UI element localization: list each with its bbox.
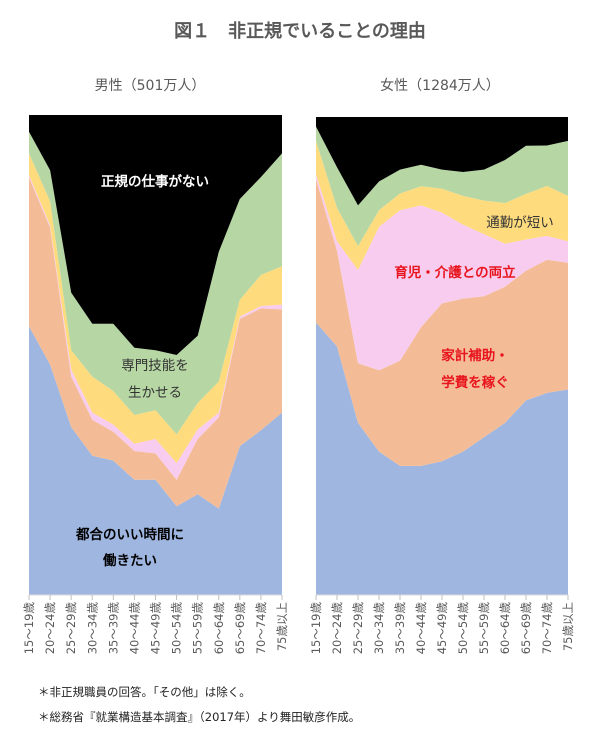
chart-title: 図１ 非正規でいることの理由 bbox=[174, 20, 426, 42]
male-area-green bbox=[29, 131, 282, 435]
male-label-skills-line2: 生かせる bbox=[128, 385, 182, 401]
female-x-tick-label: 40～44歳 bbox=[414, 602, 428, 655]
female-x-tick-label: 65～69歳 bbox=[519, 602, 533, 655]
male-area-yellow bbox=[29, 153, 282, 463]
male-label-skills-line1: 専門技能を bbox=[121, 358, 189, 374]
male-x-tick-label: 45～49歳 bbox=[149, 602, 163, 655]
male-area-black bbox=[29, 115, 282, 355]
footnote-1: ＊非正規職員の回答。「その他」は除く。 bbox=[38, 685, 251, 699]
female-x-tick-label: 55～59歳 bbox=[477, 602, 491, 655]
male-x-tick-label: 60～64歳 bbox=[212, 602, 226, 655]
female-label-short-commute: 通勤が短い bbox=[486, 215, 554, 231]
male-x-tick-label: 55～59歳 bbox=[191, 602, 205, 655]
female-label-household-line1: 家計補助・ bbox=[441, 347, 509, 364]
male-label-no-regular-job: 正規の仕事がない bbox=[101, 173, 209, 190]
male-label-convenient-time-line1: 都合のいい時間に bbox=[75, 526, 184, 543]
male-x-tick-label: 35～39歳 bbox=[106, 602, 120, 655]
male-x-tick-label: 50～54歳 bbox=[170, 602, 184, 655]
male-chart-title: 男性（501万人） bbox=[95, 78, 206, 94]
male-x-tick-label: 15～19歳 bbox=[22, 602, 36, 655]
female-area-pink bbox=[316, 174, 568, 371]
footnote-2: ＊総務省『就業構造基本調査』（2017年）より舞田敏彦作成。 bbox=[38, 710, 360, 724]
female-area-blue bbox=[316, 322, 568, 595]
female-x-tick-label: 45～49歳 bbox=[435, 602, 449, 655]
female-area-yellow bbox=[316, 140, 568, 270]
female-area-orange bbox=[316, 179, 568, 466]
male-x-tick-label: 75歳以上 bbox=[275, 602, 289, 651]
male-x-tick-label: 70～74歳 bbox=[254, 602, 268, 655]
female-x-tick-label: 75歳以上 bbox=[561, 602, 575, 651]
male-x-tick-label: 20～24歳 bbox=[43, 602, 57, 655]
female-x-tick-label: 50～54歳 bbox=[456, 602, 470, 655]
female-x-tick-label: 20～24歳 bbox=[330, 602, 344, 655]
female-x-tick-label: 30～34歳 bbox=[372, 602, 386, 655]
female-x-tick-label: 35～39歳 bbox=[393, 602, 407, 655]
female-x-tick-label: 70～74歳 bbox=[540, 602, 554, 655]
male-area-blue bbox=[29, 326, 282, 595]
female-label-childcare: 育児・介護との両立 bbox=[394, 264, 516, 281]
male-area-orange bbox=[29, 177, 282, 509]
female-area-green bbox=[316, 126, 568, 247]
male-label-convenient-time-line2: 働きたい bbox=[102, 552, 157, 569]
male-x-tick-label: 25～29歳 bbox=[64, 602, 78, 655]
male-area-chart: 15～19歳 20～24歳 25～29歳 30～34歳 35～39歳 40～44歳 45～4… bbox=[22, 115, 289, 654]
female-x-tick-label: 25～29歳 bbox=[351, 602, 365, 655]
female-x-tick-label: 60～64歳 bbox=[498, 602, 512, 655]
male-x-tick-label: 65～69歳 bbox=[233, 602, 247, 655]
female-area-black bbox=[316, 117, 568, 206]
female-x-tick-label: 15～19歳 bbox=[309, 602, 323, 655]
female-area-chart: 15～19歳 20～24歳 25～29歳 30～34歳 35～39歳 40～44歳 45～4… bbox=[309, 117, 575, 654]
female-chart-title: 女性（1284万人） bbox=[380, 77, 500, 94]
male-x-tick-label: 30～34歳 bbox=[85, 602, 99, 655]
female-label-household-line2: 学費を稼ぐ bbox=[441, 374, 509, 391]
male-x-tick-label: 40～44歳 bbox=[127, 602, 141, 655]
